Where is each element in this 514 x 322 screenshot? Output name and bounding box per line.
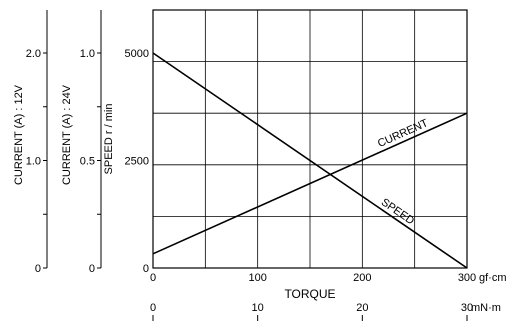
series-line-current	[152, 112, 468, 255]
speed-tick-label: 2500	[125, 156, 149, 168]
current-24v-tick-label: 0	[89, 263, 95, 275]
series-line-speed	[152, 52, 468, 269]
current-24v-tick-label: 0.5	[80, 156, 95, 168]
speed-tick-label: 0	[143, 263, 149, 275]
torque-gfcm-tick-label: 0	[150, 272, 156, 284]
plot-frame	[152, 9, 468, 269]
torque-mnm-unit: mN·m	[471, 302, 501, 314]
torque-mnm-tick-label: 10	[252, 302, 264, 314]
current-12v-tick-label: 2.0	[26, 48, 41, 60]
current-12v-axis-label: CURRENT (A) : 12V	[13, 84, 25, 185]
speed-tick-label: 5000	[125, 48, 149, 60]
current-24v-tick-label: 1.0	[80, 48, 95, 60]
torque-mnm-tick-label: 30	[461, 302, 473, 314]
speed-axis-label: SPEED r / min	[103, 104, 115, 175]
torque-mnm-tick-label: 20	[356, 302, 368, 314]
torque-mnm-tick-label: 0	[150, 302, 156, 314]
torque-gfcm-tick-label: 100	[248, 272, 266, 284]
current-12v-tick-label: 1.0	[26, 156, 41, 168]
torque-gfcm-unit: gf·cm	[479, 272, 507, 284]
torque-axis-label: TORQUE	[284, 287, 335, 301]
torque-gfcm-tick-label: 200	[353, 272, 371, 284]
torque-gfcm-tick-label: 300	[458, 272, 476, 284]
current-24v-axis-label: CURRENT (A) : 24V	[61, 84, 73, 185]
current-12v-tick-label: 0	[35, 263, 41, 275]
